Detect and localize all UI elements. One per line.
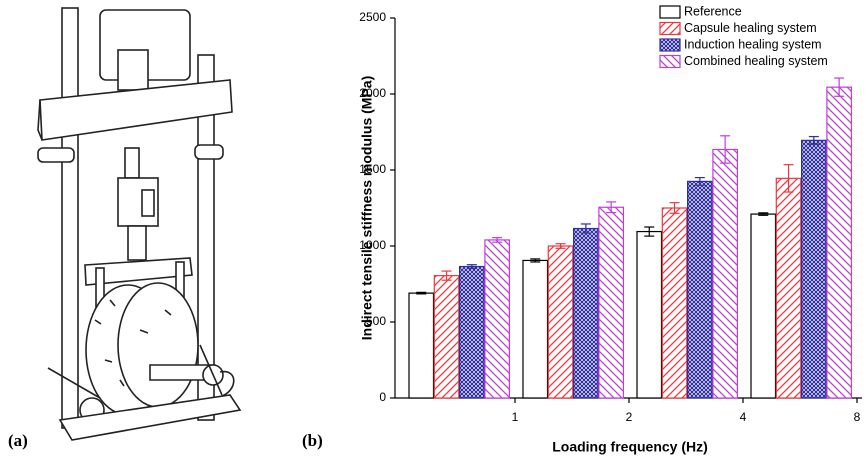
error-bar	[466, 264, 477, 269]
bar	[712, 148, 739, 399]
bar	[636, 230, 663, 399]
legend-swatch	[659, 5, 681, 19]
error-bar	[580, 223, 591, 234]
bar	[433, 275, 460, 399]
bar	[547, 245, 574, 399]
y-tick-label: 2000	[359, 86, 386, 100]
bar	[598, 206, 625, 399]
bar	[408, 292, 435, 399]
error-bar	[834, 77, 845, 97]
panel-label: (b)	[302, 431, 323, 450]
y-tick-label: 1000	[359, 238, 386, 252]
error-bar	[694, 177, 705, 186]
legend-swatch	[659, 54, 681, 69]
y-axis-label: Indirect tensile stiffness modulus (MPa)	[359, 76, 375, 341]
legend-label: Induction healing system	[684, 37, 822, 51]
error-bar	[669, 202, 680, 214]
y-tick-label: 500	[366, 314, 386, 328]
error-bar	[492, 237, 503, 243]
y-tick-label: 1500	[359, 162, 386, 176]
error-bar	[530, 258, 541, 263]
bar	[572, 227, 599, 399]
y-tick-label: 0	[379, 390, 386, 404]
error-bar	[441, 270, 452, 281]
x-tick-label: 4	[740, 410, 747, 424]
x-tick-label: 2	[626, 410, 633, 424]
panel-label: (a)	[8, 431, 28, 450]
bar	[826, 86, 853, 399]
x-axis-label: Loading frequency (Hz)	[552, 439, 708, 455]
error-bar	[555, 243, 566, 249]
bar	[661, 207, 688, 399]
bar	[800, 139, 827, 399]
legend-label: Combined healing system	[684, 54, 828, 68]
x-tick-label: 8	[854, 410, 861, 424]
bar	[750, 213, 777, 399]
error-bar	[720, 135, 731, 164]
legend-swatch	[659, 21, 681, 36]
error-bar	[758, 212, 769, 216]
legend-label: Reference	[684, 4, 742, 18]
bar	[775, 177, 802, 399]
apparatus-drawing	[37, 7, 242, 441]
error-bar	[644, 226, 655, 237]
error-bar	[416, 291, 427, 295]
bar	[484, 239, 510, 399]
error-bar	[808, 135, 819, 145]
legend-swatch	[659, 38, 681, 52]
legend-label: Capsule healing system	[684, 21, 817, 35]
y-tick-label: 2500	[359, 10, 386, 24]
error-bar	[606, 201, 617, 214]
bar	[459, 265, 485, 399]
bar	[522, 259, 549, 399]
x-tick-label: 1	[512, 410, 519, 424]
error-bar	[783, 164, 794, 193]
bar	[686, 180, 713, 399]
